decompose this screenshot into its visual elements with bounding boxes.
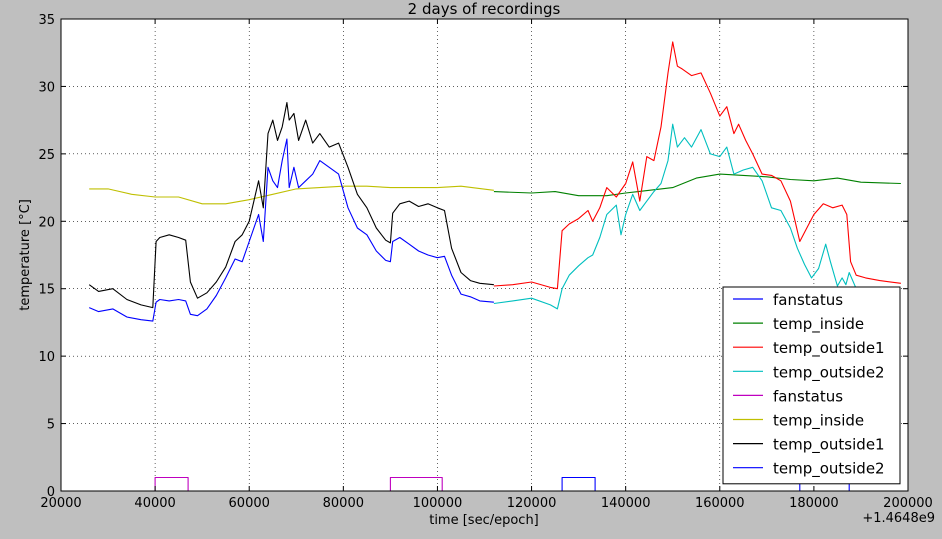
y-tick-label: 25 [38,148,55,163]
y-axis: 0 5 10 15 20 25 30 35 [38,13,908,500]
x-tick-label: 200000 [883,496,933,511]
x-tick-label: 100000 [413,496,463,511]
legend-label: fanstatus [773,291,843,309]
legend-label: temp_outside2 [773,460,885,479]
legend-label: fanstatus [773,387,843,405]
y-tick-label: 15 [38,283,55,298]
y-tick-label: 0 [47,485,55,500]
y-tick-label: 10 [38,350,55,365]
series-line-1 [493,173,901,197]
legend-label: temp_outside1 [773,436,885,455]
legend-label: temp_outside2 [773,363,885,382]
x-tick-label: 160000 [695,496,745,511]
series-line-2 [493,41,901,290]
legend-label: temp_outside1 [773,339,885,358]
x-tick-label: 80000 [323,496,364,511]
x-tick-label: 180000 [789,496,839,511]
y-tick-label: 30 [38,80,55,95]
x-axis-label: time [sec/epoch] [429,513,539,528]
y-tick-label: 5 [47,418,55,433]
series-line-7 [88,138,494,322]
legend-box [722,286,901,485]
x-tick-label: 60000 [229,496,270,511]
x-tick-label: 40000 [134,496,175,511]
y-axis-label: temperature [°C] [18,199,33,311]
x-axis: 20000 40000 60000 80000 100000 120000 140000 16… [40,19,933,511]
plot-frame [60,18,909,492]
x-offset-label: +1.4648e9 [862,511,935,526]
series-line-5 [89,185,494,205]
series-line-6 [88,102,494,309]
chart-title: 2 days of recordings [408,0,561,18]
legend-label: temp_inside [773,412,864,431]
x-tick-label: 140000 [601,496,651,511]
legend: fanstatus temp_inside temp_outside1 temp_ou… [722,286,901,485]
x-tick-label: 20000 [40,496,81,511]
series-line-3 [493,123,857,310]
y-tick-label: 35 [38,13,55,28]
y-tick-label: 20 [38,215,55,230]
x-tick-label: 120000 [507,496,557,511]
legend-label: temp_inside [773,315,864,334]
